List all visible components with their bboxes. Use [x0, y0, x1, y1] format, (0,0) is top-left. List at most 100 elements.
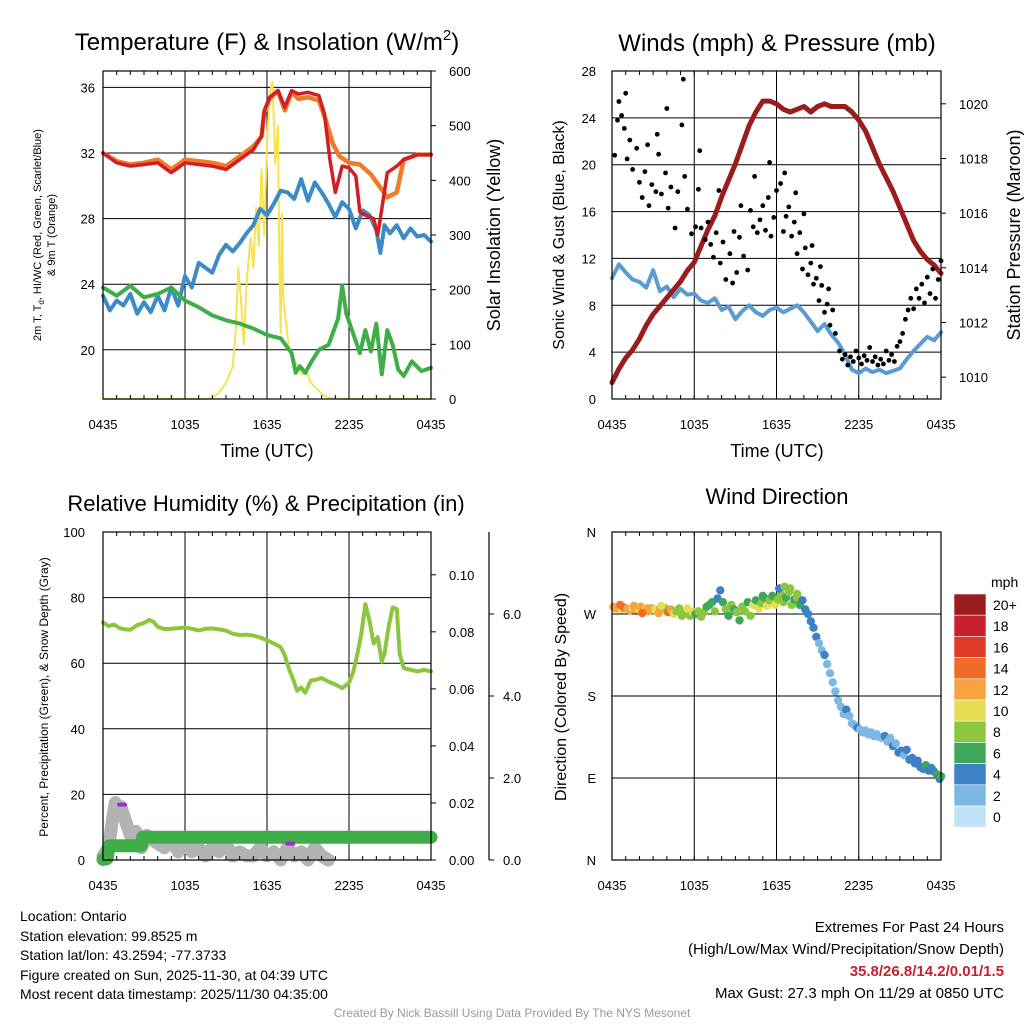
temp-y2-label: Solar Insolation (Yellow): [484, 139, 504, 331]
gust-point: [830, 307, 836, 313]
rh-title: Relative Humidity (%) & Precipitation (i…: [67, 491, 464, 516]
colorbar-swatch: [953, 636, 987, 658]
direction-point: [716, 586, 725, 595]
dir-y-tick-label: E: [587, 771, 596, 786]
gust-point: [705, 219, 711, 225]
dir-x-tick-label: 0435: [598, 878, 627, 893]
direction-point: [831, 687, 840, 696]
gust-point: [839, 356, 845, 362]
dir-y-label: Direction (Colored By Speed): [553, 593, 570, 801]
gust-point: [867, 345, 873, 350]
direction-point: [710, 607, 719, 616]
rh-y-tick-label: 40: [71, 722, 85, 737]
gust-point: [878, 356, 884, 362]
station-latlon: Station lat/lon: 43.2594; -77.3733: [20, 947, 227, 963]
gust-point: [696, 186, 701, 192]
gust-point: [623, 90, 629, 96]
colorbar-swatch: [953, 593, 987, 616]
gust-point: [675, 189, 681, 195]
gust-point: [802, 245, 808, 251]
rh-y-tick-label: 0: [78, 853, 85, 868]
snow-tick-label: 6.0: [503, 607, 521, 622]
dir-x-minor-ticks: [611, 532, 942, 860]
gust-point: [689, 231, 694, 237]
temp-y2-tick-label: 500: [449, 119, 471, 134]
colorbar-swatch: [953, 657, 987, 680]
gust-point: [627, 137, 633, 143]
gust-point: [870, 359, 875, 364]
direction-point: [718, 598, 728, 607]
gust-point: [800, 266, 805, 272]
temp-y-tick-label: 24: [81, 277, 95, 292]
gust-point: [708, 242, 714, 247]
gust-point: [889, 352, 894, 357]
gust-point: [916, 295, 922, 301]
gust-point: [767, 160, 772, 165]
wind-y-tick-label: 28: [582, 64, 596, 79]
pressure-line: [609, 98, 944, 386]
gust-point: [672, 225, 678, 231]
temp-x-tick-label: 0435: [417, 417, 446, 432]
gust-point: [903, 316, 908, 322]
wind-y2-tick-label: 1016: [959, 206, 988, 221]
colorbar-swatch: [953, 614, 987, 637]
colorbar-swatch: [953, 742, 987, 764]
colorbar-label: 4: [993, 767, 1001, 783]
wind-y-tick-label: 12: [582, 251, 596, 266]
gust-point: [731, 229, 737, 234]
gust-point: [911, 306, 916, 312]
gust-point: [720, 239, 726, 245]
colorbar-swatch: [953, 678, 987, 701]
gust-point: [811, 281, 816, 287]
temp-x-tick-label: 1035: [171, 417, 200, 432]
credit-line: Created By Nick Bassill Using Data Provi…: [333, 1006, 691, 1020]
direction-point: [809, 623, 818, 632]
gust-point: [894, 343, 900, 349]
gust-point: [664, 106, 670, 111]
rh-x-tick-label: 0435: [89, 878, 118, 893]
gust-point: [621, 125, 627, 131]
gust-point: [856, 355, 862, 361]
direction-point: [746, 611, 755, 620]
gust-point: [619, 113, 624, 118]
station-location: Location: Ontario: [20, 908, 127, 924]
gust-point: [927, 291, 933, 296]
wind-y2-label: Station Pressure (Maroon): [1004, 129, 1024, 340]
gust-point: [656, 151, 661, 157]
gust-point: [827, 322, 833, 328]
gust-point: [730, 280, 735, 286]
gust-point: [848, 354, 853, 360]
colorbar-swatch: [953, 699, 987, 722]
snow-tick-label: 0.0: [503, 853, 521, 868]
direction-point: [814, 639, 824, 648]
gust-point: [809, 243, 815, 248]
gust-point: [738, 203, 744, 209]
wind-y-tick-label: 8: [589, 298, 596, 313]
gust-point: [717, 260, 723, 266]
direction-point: [654, 608, 663, 618]
rh-x-tick-label: 2235: [335, 878, 364, 893]
colorbar-swatch: [953, 763, 987, 786]
gust-point: [639, 195, 645, 200]
gust-point: [842, 352, 848, 357]
wind-x-tick-label: 1635: [762, 417, 791, 432]
gust-point: [816, 298, 822, 303]
humidity-panel: 0 20 40 60 80 100 0.00 0.02 0.04 0.06 0.08 0.10 0.0 2…: [37, 491, 521, 893]
direction-point: [806, 617, 815, 626]
precipitation-line: [96, 830, 438, 866]
gust-point: [922, 300, 927, 306]
gust-point: [794, 251, 800, 257]
direction-point: [820, 650, 829, 660]
gust-point: [859, 361, 864, 367]
temp-2m-line: [101, 88, 433, 237]
gust-point: [881, 361, 886, 367]
gust-point: [861, 353, 867, 359]
direction-point: [812, 632, 821, 641]
wind-y2-tick-label: 1018: [959, 151, 988, 166]
gust-point: [754, 230, 760, 236]
temp-y2-tick-label: 200: [449, 283, 471, 298]
rh-x-tick-label: 1035: [171, 878, 200, 893]
gust-point: [850, 359, 856, 364]
direction-point: [886, 733, 895, 743]
gust-point: [818, 264, 823, 269]
